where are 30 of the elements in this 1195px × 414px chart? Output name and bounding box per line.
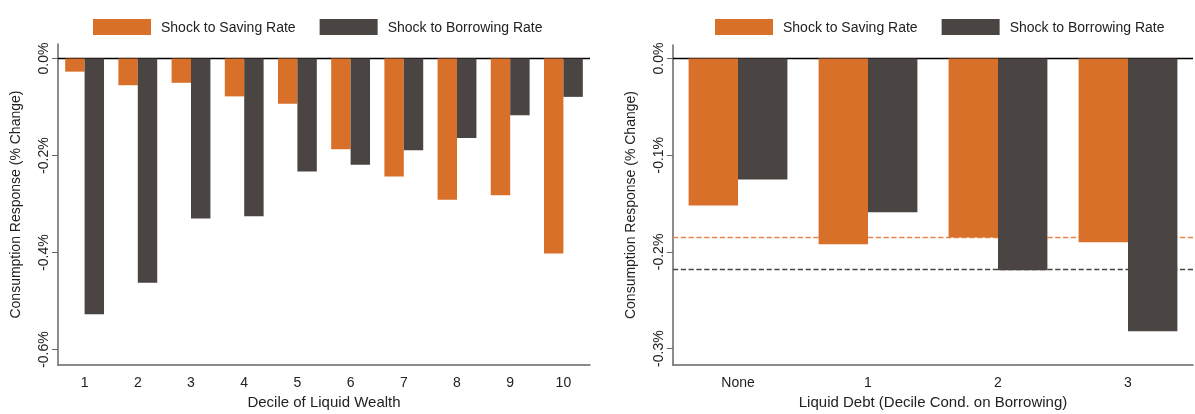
y-tick-label: -0.3% [650, 330, 666, 367]
x-tick-label: 3 [187, 374, 196, 391]
x-tick-label: 2 [994, 374, 1003, 391]
legend-label: Shock to Borrowing Rate [387, 19, 543, 35]
x-tick-label: 4 [240, 374, 249, 391]
y-axis-title: Consumption Response (% Change) [622, 91, 638, 320]
x-tick-label: 9 [506, 374, 515, 391]
y-tick-label: 0.0% [35, 42, 51, 75]
x-tick-label: 3 [1124, 374, 1133, 391]
x-tick-label: 10 [555, 374, 572, 391]
x-axis-title: Decile of Liquid Wealth [247, 393, 401, 410]
x-axis-title: Liquid Debt (Decile Cond. on Borrowing) [798, 393, 1068, 410]
x-tick-label: 5 [293, 374, 302, 391]
y-tick-label: -0.2% [35, 137, 51, 174]
legend-label: Shock to Borrowing Rate [1009, 19, 1165, 35]
x-tick-label: 6 [346, 374, 355, 391]
legend-label: Shock to Saving Rate [161, 19, 296, 35]
x-tick-label: 7 [399, 374, 408, 391]
x-tick-label: 1 [864, 374, 873, 391]
y-tick-label: -0.6% [35, 331, 51, 368]
x-tick-label: 8 [453, 374, 462, 391]
x-tick-label: None [721, 374, 755, 391]
x-tick-label: 2 [133, 374, 142, 391]
y-tick-label: 0.0% [650, 42, 666, 75]
y-tick-label: -0.2% [650, 233, 666, 271]
x-tick-label: 1 [80, 374, 89, 391]
legend-label: Shock to Saving Rate [783, 19, 918, 35]
y-axis-title: Consumption Response (% Change) [7, 90, 23, 319]
y-tick-label: -0.4% [35, 234, 51, 271]
y-tick-label: -0.1% [650, 136, 666, 174]
